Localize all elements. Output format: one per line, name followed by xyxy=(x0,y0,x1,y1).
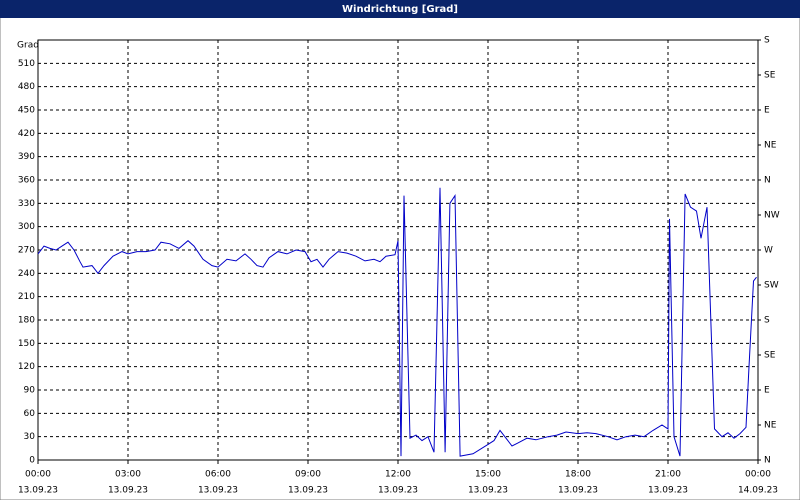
y-tick-label: 180 xyxy=(18,316,35,326)
y2-tick-label: S xyxy=(764,316,770,326)
x-tick-label: 12:00 xyxy=(385,470,411,480)
x-tick-date: 13.09.23 xyxy=(558,486,598,496)
y2-tick-label: N xyxy=(764,176,771,186)
x-tick-date: 13.09.23 xyxy=(198,486,238,496)
y-tick-label: 240 xyxy=(18,269,35,279)
x-tick-label: 21:00 xyxy=(655,470,681,480)
y-tick-label: 210 xyxy=(18,292,35,302)
x-tick-label: 03:00 xyxy=(115,470,141,480)
y-tick-label: 360 xyxy=(18,176,35,186)
y2-tick-label: SW xyxy=(764,281,779,291)
y-tick-label: 270 xyxy=(18,246,35,256)
x-tick-label: 06:00 xyxy=(205,470,231,480)
y2-tick-label: E xyxy=(764,386,770,396)
y-tick-label: 450 xyxy=(18,106,35,116)
x-tick-date: 13.09.23 xyxy=(108,486,148,496)
x-tick-label: 18:00 xyxy=(565,470,591,480)
x-tick-label: 00:00 xyxy=(25,470,51,480)
x-tick-date: 13.09.23 xyxy=(288,486,328,496)
y-tick-label: 420 xyxy=(18,129,35,139)
y-tick-label: 480 xyxy=(18,82,35,92)
y2-tick-label: S xyxy=(764,36,770,46)
y-tick-label: 150 xyxy=(18,339,35,349)
y-tick-label: 120 xyxy=(18,362,35,372)
y2-tick-label: N xyxy=(764,456,771,466)
chart-title: Windrichtung [Grad] xyxy=(342,4,458,15)
x-tick-label: 15:00 xyxy=(475,470,501,480)
y2-tick-label: SE xyxy=(764,351,776,361)
title-bar xyxy=(0,0,800,18)
x-tick-date: 14.09.23 xyxy=(738,486,778,496)
y-axis-label: Grad xyxy=(17,41,39,51)
y2-tick-label: SE xyxy=(764,71,776,81)
x-tick-label: 09:00 xyxy=(295,470,321,480)
x-tick-date: 13.09.23 xyxy=(18,486,58,496)
y-tick-label: 330 xyxy=(18,199,35,209)
y-tick-label: 30 xyxy=(24,432,36,442)
y-tick-label: 300 xyxy=(18,222,35,232)
x-tick-date: 13.09.23 xyxy=(378,486,418,496)
y-tick-label: 90 xyxy=(24,386,36,396)
y2-tick-label: E xyxy=(764,106,770,116)
data-line xyxy=(37,187,757,457)
y2-tick-label: NW xyxy=(764,211,780,221)
y2-tick-label: NE xyxy=(764,141,777,151)
y-tick-label: 0 xyxy=(29,456,35,466)
y-tick-label: 390 xyxy=(18,152,35,162)
y-tick-label: 510 xyxy=(18,59,35,69)
y2-tick-label: W xyxy=(764,246,773,256)
x-tick-date: 13.09.23 xyxy=(648,486,688,496)
y2-tick-label: NE xyxy=(764,421,777,431)
x-tick-label: 00:00 xyxy=(745,470,771,480)
y-tick-label: 60 xyxy=(24,409,36,419)
x-tick-date: 13.09.23 xyxy=(468,486,508,496)
